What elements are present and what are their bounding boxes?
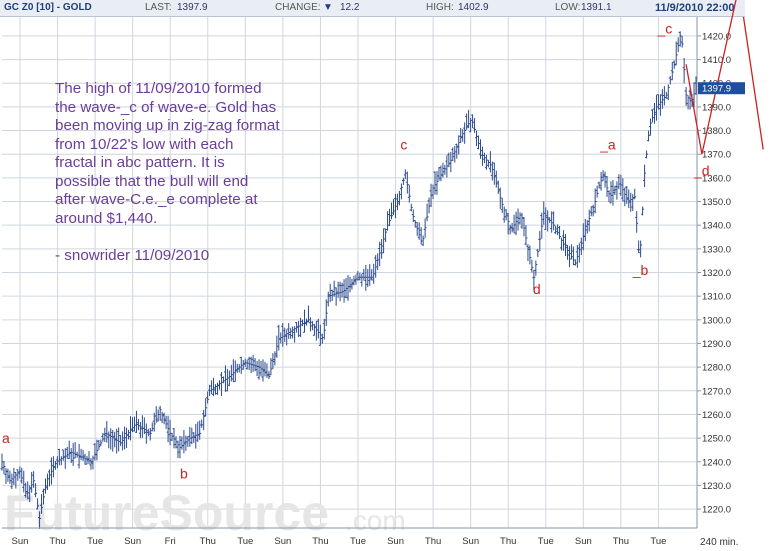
x-tick-label: Thu bbox=[613, 536, 629, 547]
wave-label: d bbox=[533, 281, 541, 297]
y-tick-label: 1290.0 bbox=[702, 339, 731, 350]
x-tick-label: Tue bbox=[350, 536, 366, 547]
y-tick-label: 1230.0 bbox=[702, 481, 731, 492]
change-arrow-icon: ▼ bbox=[323, 2, 333, 13]
projection-line bbox=[685, 0, 737, 155]
x-tick-label: Sun bbox=[387, 536, 404, 547]
y-tick-label: 1310.0 bbox=[702, 292, 731, 303]
low-label: LOW: bbox=[555, 2, 581, 13]
y-tick-label: 1360.0 bbox=[702, 173, 731, 184]
change-value: 12.2 bbox=[340, 2, 360, 13]
y-tick-label: 1260.0 bbox=[702, 410, 731, 421]
annotation-line: possible that the bull will end bbox=[55, 172, 249, 190]
y-tick-label: 1280.0 bbox=[702, 363, 731, 374]
x-tick-label: Thu bbox=[200, 536, 216, 547]
y-tick-label: 1270.0 bbox=[702, 386, 731, 397]
y-tick-label: 1240.0 bbox=[702, 457, 731, 468]
last-label: LAST: bbox=[145, 2, 172, 13]
annotation-line: after wave-C.e._e complete at bbox=[55, 191, 258, 208]
low-value: 1391.1 bbox=[581, 2, 612, 13]
annotation-line: from 10/22's low with each bbox=[55, 135, 234, 153]
y-tick-label: 1320.0 bbox=[702, 268, 731, 279]
annotation-line: around $1,440. bbox=[55, 209, 158, 227]
x-tick-label: Sun bbox=[124, 536, 141, 547]
y-tick-label: 1250.0 bbox=[702, 434, 731, 445]
x-tick-label: Thu bbox=[49, 536, 65, 547]
wave-label: b bbox=[180, 465, 188, 481]
x-tick-label: Sun bbox=[274, 536, 291, 547]
y-tick-label: 1420.0 bbox=[702, 31, 731, 42]
y-tick-label: 1370.0 bbox=[702, 150, 731, 161]
annotation-line: been moving up in zig-zag format bbox=[55, 117, 280, 134]
watermark-suffix: .com bbox=[345, 505, 406, 536]
interval-label: 240 min. bbox=[700, 537, 739, 548]
x-tick-label: Sun bbox=[462, 536, 479, 547]
change-label: CHANGE: bbox=[275, 2, 321, 13]
chart-header: GC Z0 [10] - GOLD LAST: 1397.9 CHANGE: ▼… bbox=[0, 0, 745, 17]
annotation-line: fractal in abc pattern. It is bbox=[55, 154, 225, 171]
projection-line bbox=[742, 16, 764, 150]
x-tick-label: Fri bbox=[165, 536, 176, 547]
y-tick-label: 1340.0 bbox=[702, 221, 731, 232]
annotation-signature: - snowrider 11/09/2010 bbox=[55, 247, 210, 264]
x-tick-label: Tue bbox=[237, 536, 253, 547]
x-tick-label: Tue bbox=[650, 536, 666, 547]
y-tick-label: 1410.0 bbox=[702, 55, 731, 66]
watermark-text: FutureSource bbox=[4, 485, 329, 541]
wave-label: _d bbox=[693, 163, 710, 179]
annotation-note: The high of 11/09/2010 formed the wave-_… bbox=[55, 80, 355, 266]
last-price-box bbox=[698, 82, 745, 95]
y-tick-label: 1380.0 bbox=[702, 126, 731, 137]
wave-label: _c bbox=[656, 21, 672, 37]
last-value: 1397.9 bbox=[177, 2, 208, 13]
x-tick-label: Sun bbox=[575, 536, 592, 547]
last-price-label: 1397.9 bbox=[702, 84, 731, 95]
symbol-label: GC Z0 [10] - GOLD bbox=[4, 2, 92, 13]
wave-label: a bbox=[2, 430, 10, 446]
high-label: HIGH: bbox=[426, 2, 454, 13]
y-tick-label: 1300.0 bbox=[702, 315, 731, 326]
annotation-line: The high of 11/09/2010 formed bbox=[55, 80, 262, 97]
x-tick-label: Thu bbox=[312, 536, 328, 547]
wave-label: c bbox=[400, 136, 407, 152]
y-tick-label: 1330.0 bbox=[702, 244, 731, 255]
datetime-label: 11/9/2010 22:00 bbox=[655, 2, 735, 14]
x-tick-label: Thu bbox=[425, 536, 441, 547]
wave-label: _a bbox=[599, 136, 616, 152]
y-tick-label: 1350.0 bbox=[702, 197, 731, 208]
x-tick-label: Sun bbox=[12, 536, 29, 547]
annotation-line: the wave-_c of wave-e. Gold has bbox=[55, 98, 277, 116]
y-tick-label: 1220.0 bbox=[702, 505, 731, 516]
x-tick-label: Thu bbox=[500, 536, 516, 547]
x-tick-label: Tue bbox=[87, 536, 103, 547]
high-value: 1402.9 bbox=[458, 2, 489, 13]
x-tick-label: Tue bbox=[538, 536, 554, 547]
wave-label: _b bbox=[632, 262, 649, 278]
y-tick-label: 1390.0 bbox=[702, 102, 731, 113]
